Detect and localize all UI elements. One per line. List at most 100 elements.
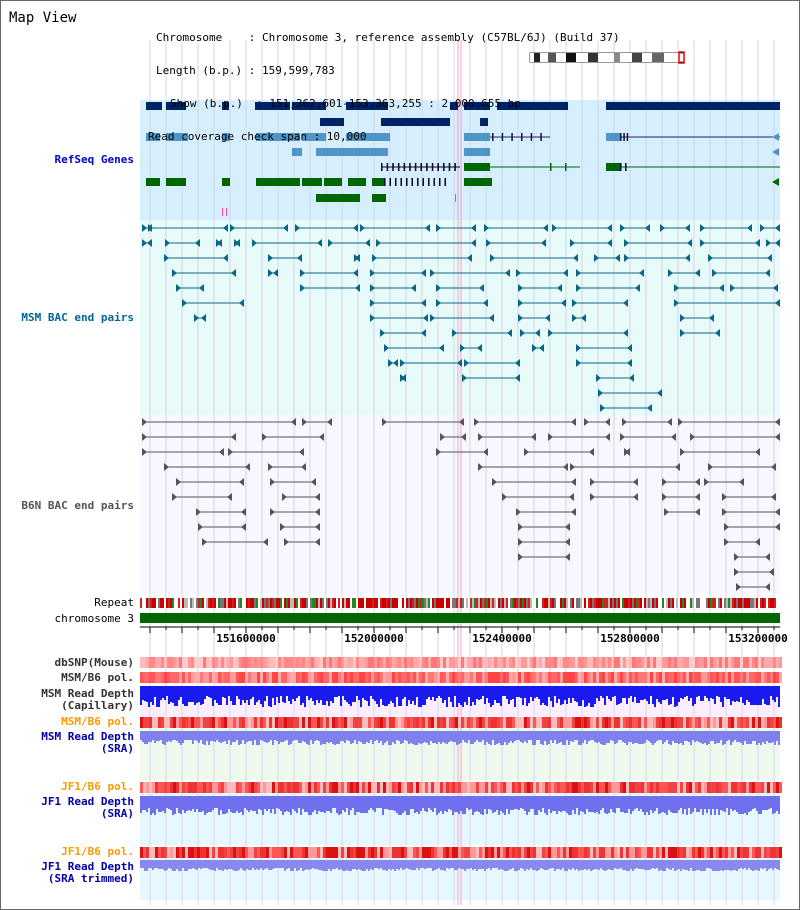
b6n-bac-label[interactable]: B6N BAC end pairs bbox=[21, 499, 134, 512]
bac-end-marker bbox=[471, 224, 476, 232]
bac-end-marker bbox=[545, 314, 550, 322]
dbsnp-cell bbox=[611, 657, 614, 668]
msm-pol2-cell bbox=[707, 717, 710, 728]
gene-feature bbox=[606, 102, 780, 110]
msm-sra-depth-bar bbox=[498, 731, 500, 743]
msm-cap-depth-bar bbox=[470, 686, 472, 706]
msm-cap-depth-bar bbox=[140, 686, 142, 705]
repeat-element bbox=[578, 598, 580, 608]
msm-pol2-cell bbox=[179, 717, 182, 728]
repeat-element bbox=[648, 598, 650, 608]
jf1-sra-depth-bar bbox=[358, 796, 360, 812]
jf1-pol-cell bbox=[413, 782, 416, 793]
jf1-trim-depth-bar bbox=[384, 860, 386, 870]
repeat-element bbox=[288, 598, 290, 608]
msm-pol2-cell bbox=[623, 717, 626, 728]
msm-pol-cell bbox=[143, 672, 146, 683]
msm-cap-depth-bar bbox=[718, 686, 720, 697]
gene-feature bbox=[292, 102, 326, 110]
jf1-pol-cell bbox=[218, 782, 221, 793]
bac-end-marker bbox=[479, 284, 484, 292]
msm-pol-cell bbox=[752, 672, 755, 683]
msm-sra-depth-bar bbox=[652, 731, 654, 745]
jf1-pol2-cell bbox=[455, 847, 458, 858]
msm-cap-depth-bar bbox=[518, 686, 520, 697]
repeat-element bbox=[486, 598, 488, 608]
gene-arrow bbox=[772, 178, 779, 186]
jf1-pol-cell bbox=[494, 782, 497, 793]
bac-end-marker bbox=[492, 478, 497, 486]
dbsnp-cell bbox=[554, 657, 557, 668]
msm-bac-label[interactable]: MSM BAC end pairs bbox=[21, 311, 134, 324]
repeat-element bbox=[232, 598, 234, 608]
msm-pol2-cell bbox=[746, 717, 749, 728]
jf1-sra-depth-bar bbox=[636, 796, 638, 808]
msm-cap-depth-bar bbox=[690, 686, 692, 698]
msm-cap-depth-bar bbox=[564, 686, 566, 700]
repeat-element bbox=[206, 598, 208, 608]
msm-pol2-cell bbox=[203, 717, 206, 728]
refseq-genes-label[interactable]: RefSeq Genes bbox=[54, 153, 134, 166]
bac-end-marker bbox=[421, 269, 426, 277]
msm-pol-cell bbox=[515, 672, 518, 683]
refseq-track-bg bbox=[140, 100, 780, 220]
jf1-pol2-cell bbox=[746, 847, 749, 858]
jf1-sra-depth-bar bbox=[732, 796, 734, 811]
msm-sra-depth-bar bbox=[510, 731, 512, 741]
msm-sra-depth-bar bbox=[390, 731, 392, 745]
bac-end-marker bbox=[515, 359, 520, 367]
jf1-sra-depth-bar bbox=[544, 796, 546, 813]
msm-pol2-cell bbox=[308, 717, 311, 728]
msm-sra-depth-bar bbox=[716, 731, 718, 743]
jf1-sra-depth-bar bbox=[212, 796, 214, 810]
repeat-element bbox=[586, 598, 588, 608]
jf1-trim-depth-bar bbox=[156, 860, 158, 868]
jf1-sra-depth-bar bbox=[514, 796, 516, 809]
repeat-element bbox=[164, 598, 166, 608]
dbsnp-cell bbox=[251, 657, 254, 668]
repeat-element bbox=[662, 598, 664, 608]
msm-pol2-cell bbox=[344, 717, 347, 728]
msm-cap-depth-bar bbox=[586, 686, 588, 706]
repeat-element bbox=[528, 598, 530, 608]
msm-cap-depth-bar bbox=[600, 686, 602, 696]
bac-end-marker bbox=[436, 284, 441, 292]
dbsnp-cell bbox=[467, 657, 470, 668]
repeat-element bbox=[168, 598, 170, 608]
msm-pol2-cell bbox=[248, 717, 251, 728]
repeat-element bbox=[522, 598, 524, 608]
msm-pol2-cell bbox=[425, 717, 428, 728]
bac-end-marker bbox=[773, 284, 778, 292]
msm-cap-depth-bar bbox=[732, 686, 734, 701]
jf1-sra-depth-bar bbox=[698, 796, 700, 812]
msm-cap-depth-bar bbox=[202, 686, 204, 704]
jf1-trim-depth-bar bbox=[694, 860, 696, 871]
msm-pol-cell bbox=[410, 672, 413, 683]
msm-pol-cell bbox=[638, 672, 641, 683]
repeat-element bbox=[666, 598, 668, 608]
msm-cap-depth-bar bbox=[778, 686, 780, 707]
jf1-pol2-cell bbox=[638, 847, 641, 858]
msm-cap-depth-bar bbox=[650, 686, 652, 696]
jf1-sra-depth-bar bbox=[466, 796, 468, 808]
repeat-element bbox=[592, 598, 594, 608]
jf1-pol2-cell bbox=[776, 847, 779, 858]
msm-cap-depth-bar bbox=[188, 686, 190, 702]
msm-pol-cell bbox=[518, 672, 521, 683]
jf1-pol2-cell bbox=[407, 847, 410, 858]
jf1-pol-cell bbox=[593, 782, 596, 793]
repeat-element bbox=[482, 598, 484, 608]
dbsnp-cell bbox=[158, 657, 161, 668]
jf1-sra-depth-bar bbox=[310, 796, 312, 815]
jf1-pol2-cell bbox=[659, 847, 662, 858]
jf1-sra-depth-bar bbox=[518, 796, 520, 810]
gene-feature bbox=[146, 102, 162, 110]
dbsnp-cell bbox=[662, 657, 665, 668]
jf1-trim-depth-bar bbox=[394, 860, 396, 871]
dbsnp-cell bbox=[242, 657, 245, 668]
msm-sra-depth-bar bbox=[358, 731, 360, 741]
jf1-trim-depth-bar bbox=[146, 860, 148, 871]
msm-sra-depth-bar bbox=[204, 731, 206, 745]
dbsnp-cell bbox=[719, 657, 722, 668]
